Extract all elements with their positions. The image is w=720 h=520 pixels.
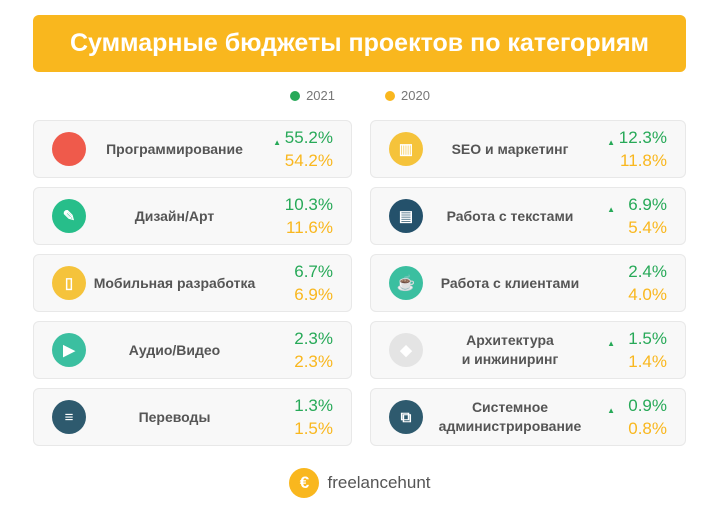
category-values: ▲ 55.2% 54.2% — [263, 126, 333, 172]
legend-label: 2021 — [306, 88, 335, 103]
category-card: ☕ Работа с клиентами 2.4% 4.0% — [370, 254, 686, 312]
legend-dot-icon — [385, 91, 395, 101]
value-2020: 11.6% — [286, 218, 333, 237]
value-2020: 5.4% — [628, 218, 667, 237]
category-card: ◆ Архитектура и инжиниринг ▲ 1.5% 1.4% — [370, 321, 686, 379]
category-values: ▲ 0.9% 0.8% — [597, 394, 667, 440]
box-icon: ◆ — [389, 333, 423, 367]
trend-up-icon: ▲ — [273, 138, 281, 147]
category-label: Работа с клиентами — [440, 274, 580, 291]
presentation-chart-icon: ▥ — [389, 132, 423, 166]
value-2021: 1.3% — [294, 396, 333, 415]
category-values: ▲ 6.9% 5.4% — [597, 193, 667, 239]
category-card: ▯ Мобильная разработка 6.7% 6.9% — [33, 254, 352, 312]
category-label: Аудио/Видео — [128, 341, 221, 358]
category-values: 2.4% 4.0% — [597, 260, 667, 306]
code-icon — [52, 132, 86, 166]
category-values: 10.3% 11.6% — [263, 193, 333, 239]
value-2020: 0.8% — [628, 419, 667, 438]
category-label: Системное администрирование — [438, 399, 582, 434]
footer: € freelancehunt — [0, 468, 720, 498]
document-icon: ▤ — [389, 199, 423, 233]
value-2021: 10.3% — [284, 195, 333, 214]
value-2020: 1.4% — [628, 352, 667, 371]
category-values: 2.3% 2.3% — [263, 327, 333, 373]
category-card: ≡ Переводы 1.3% 1.5% — [33, 388, 352, 446]
trend-up-icon: ▲ — [607, 205, 615, 214]
legend-2021: 2021 — [290, 88, 335, 103]
category-card: ▤ Работа с текстами ▲ 6.9% 5.4% — [370, 187, 686, 245]
freelancehunt-logo-icon: € — [289, 468, 320, 498]
value-2020: 11.8% — [620, 151, 667, 170]
category-label: Архитектура и инжиниринг — [461, 332, 559, 367]
legend-2020: 2020 — [385, 88, 430, 103]
value-2021: 2.3% — [294, 329, 333, 348]
value-2020: 1.5% — [294, 419, 333, 438]
brand-name: freelancehunt — [327, 473, 431, 492]
category-values: ▲ 1.5% 1.4% — [597, 327, 667, 373]
value-2021: 55.2% — [284, 128, 333, 147]
value-2020: 54.2% — [284, 151, 333, 170]
legend-dot-icon — [290, 91, 301, 101]
category-label: Работа с текстами — [446, 207, 574, 224]
clapperboard-icon: ▶ — [52, 333, 86, 367]
category-label: Дизайн/Арт — [134, 207, 215, 224]
value-2021: 12.3% — [618, 128, 667, 147]
page-title: Суммарные бюджеты проектов по категориям — [33, 15, 686, 72]
value-2021: 6.7% — [294, 262, 333, 281]
trend-up-icon: ▲ — [607, 406, 615, 415]
trend-up-icon: ▲ — [607, 138, 615, 147]
books-icon: ≡ — [52, 400, 86, 434]
value-2021: 0.9% — [628, 396, 667, 415]
category-card: ✎ Дизайн/Арт 10.3% 11.6% — [33, 187, 352, 245]
category-label: Переводы — [138, 408, 211, 425]
pencil-brush-icon: ✎ — [52, 199, 86, 233]
network-icon: ⧉ — [389, 400, 423, 434]
value-2021: 1.5% — [628, 329, 667, 348]
category-card: ▥ SEO и маркетинг ▲ 12.3% 11.8% — [370, 120, 686, 178]
value-2020: 2.3% — [294, 352, 333, 371]
category-values: 6.7% 6.9% — [263, 260, 333, 306]
value-2020: 4.0% — [628, 285, 667, 304]
category-card: ▶ Аудио/Видео 2.3% 2.3% — [33, 321, 352, 379]
mobile-icon: ▯ — [52, 266, 86, 300]
legend-label: 2020 — [401, 88, 430, 103]
category-card: Программирование ▲ 55.2% 54.2% — [33, 120, 352, 178]
category-label: Программирование — [106, 140, 243, 157]
value-2021: 2.4% — [628, 262, 667, 281]
trend-up-icon: ▲ — [607, 339, 615, 348]
cup-icon: ☕ — [389, 266, 423, 300]
category-values: ▲ 12.3% 11.8% — [597, 126, 667, 172]
category-card: ⧉ Системное администрирование ▲ 0.9% 0.8… — [370, 388, 686, 446]
category-values: 1.3% 1.5% — [263, 394, 333, 440]
value-2021: 6.9% — [628, 195, 667, 214]
category-label: Мобильная разработка — [93, 274, 256, 291]
category-label: SEO и маркетинг — [451, 140, 569, 157]
legend: 2021 2020 — [0, 88, 720, 103]
value-2020: 6.9% — [294, 285, 333, 304]
